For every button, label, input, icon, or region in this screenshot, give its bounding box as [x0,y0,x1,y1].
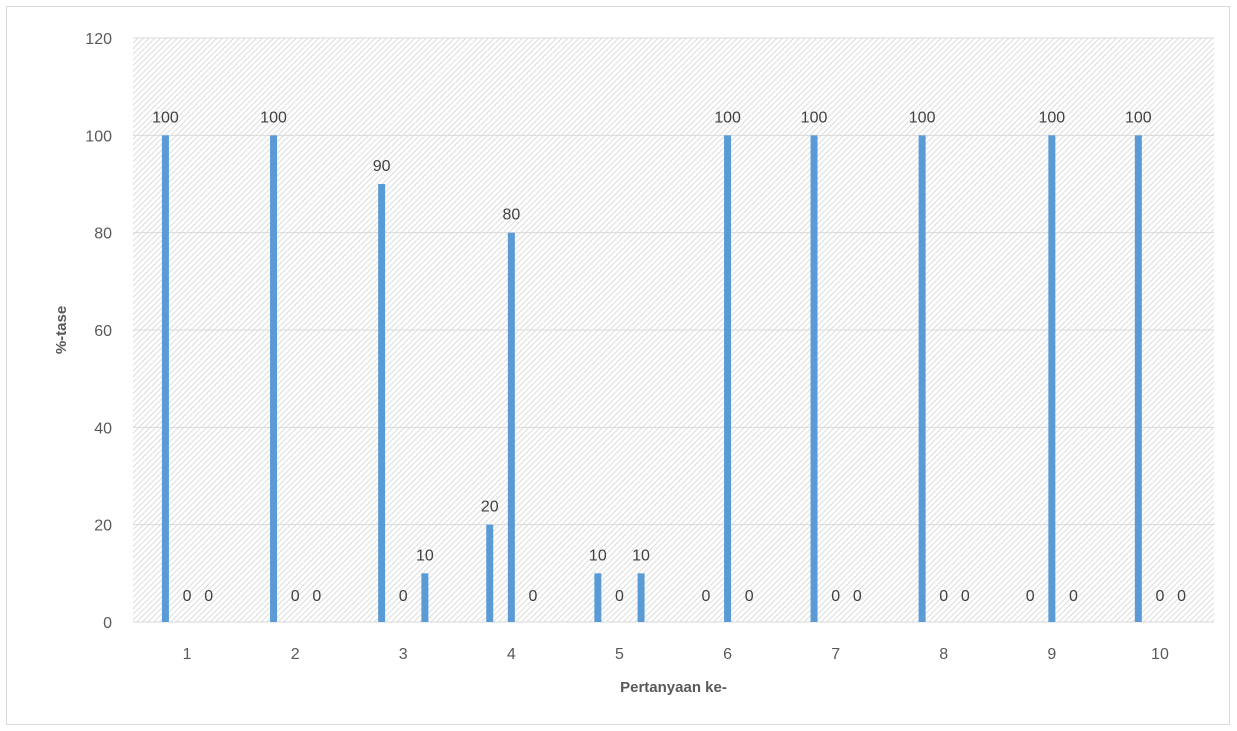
bar [810,135,818,623]
x-axis-title: Pertanyaan ke- [620,679,727,696]
data-label: 100 [260,109,287,126]
bar [918,135,926,623]
x-tick-label: 2 [291,646,300,663]
x-tick-label: 6 [723,646,732,663]
data-label: 0 [831,588,840,605]
gridlines [133,37,1214,623]
bar [637,573,645,622]
data-label: 100 [1125,109,1152,126]
data-label: 100 [801,109,828,126]
y-tick-label: 40 [94,420,112,437]
data-label: 0 [961,588,970,605]
data-label: 100 [152,109,179,126]
data-label: 0 [701,588,710,605]
bar [724,135,732,623]
x-tick-label: 4 [507,646,516,663]
x-axis-ticks: 1 2 3 4 5 6 7 8 9 10 [183,646,1169,663]
data-label: 0 [399,588,408,605]
data-label: 100 [714,109,741,126]
x-tick-label: 3 [399,646,408,663]
y-tick-label: 20 [94,518,112,535]
data-label: 0 [1155,588,1164,605]
bar [161,135,169,623]
x-tick-label: 8 [939,646,948,663]
data-label: 0 [939,588,948,605]
bars [161,135,1142,623]
data-label: 10 [632,547,650,564]
x-tick-label: 7 [831,646,840,663]
bar [421,573,429,622]
y-tick-label: 0 [103,615,112,632]
bar [507,232,515,622]
data-label: 100 [1038,109,1065,126]
y-tick-label: 80 [94,226,112,243]
data-label: 80 [502,207,520,224]
y-axis-title: %-tase [53,306,70,354]
x-tick-label: 1 [183,646,192,663]
data-label: 0 [745,588,754,605]
x-tick-label: 9 [1047,646,1056,663]
bar [1134,135,1142,623]
data-label: 0 [312,588,321,605]
data-label: 90 [373,158,391,175]
data-label: 0 [1177,588,1186,605]
bar [378,184,386,622]
data-label: 0 [1069,588,1078,605]
data-label: 0 [853,588,862,605]
data-label: 0 [1026,588,1035,605]
data-label: 0 [529,588,538,605]
data-label: 0 [204,588,213,605]
y-tick-label: 100 [85,128,112,145]
x-tick-label: 5 [615,646,624,663]
bar [270,135,278,623]
data-label: 100 [909,109,936,126]
data-label: 0 [183,588,192,605]
data-label: 0 [291,588,300,605]
x-tick-label: 10 [1151,646,1169,663]
bar [486,524,494,622]
data-label: 0 [615,588,624,605]
y-axis-ticks: 0 20 40 60 80 100 120 [85,31,112,632]
bar [1048,135,1056,623]
bar [594,573,602,622]
data-label: 10 [416,547,434,564]
y-tick-label: 60 [94,323,112,340]
data-label: 20 [481,499,499,516]
data-label: 10 [589,547,607,564]
y-tick-label: 120 [85,31,112,48]
